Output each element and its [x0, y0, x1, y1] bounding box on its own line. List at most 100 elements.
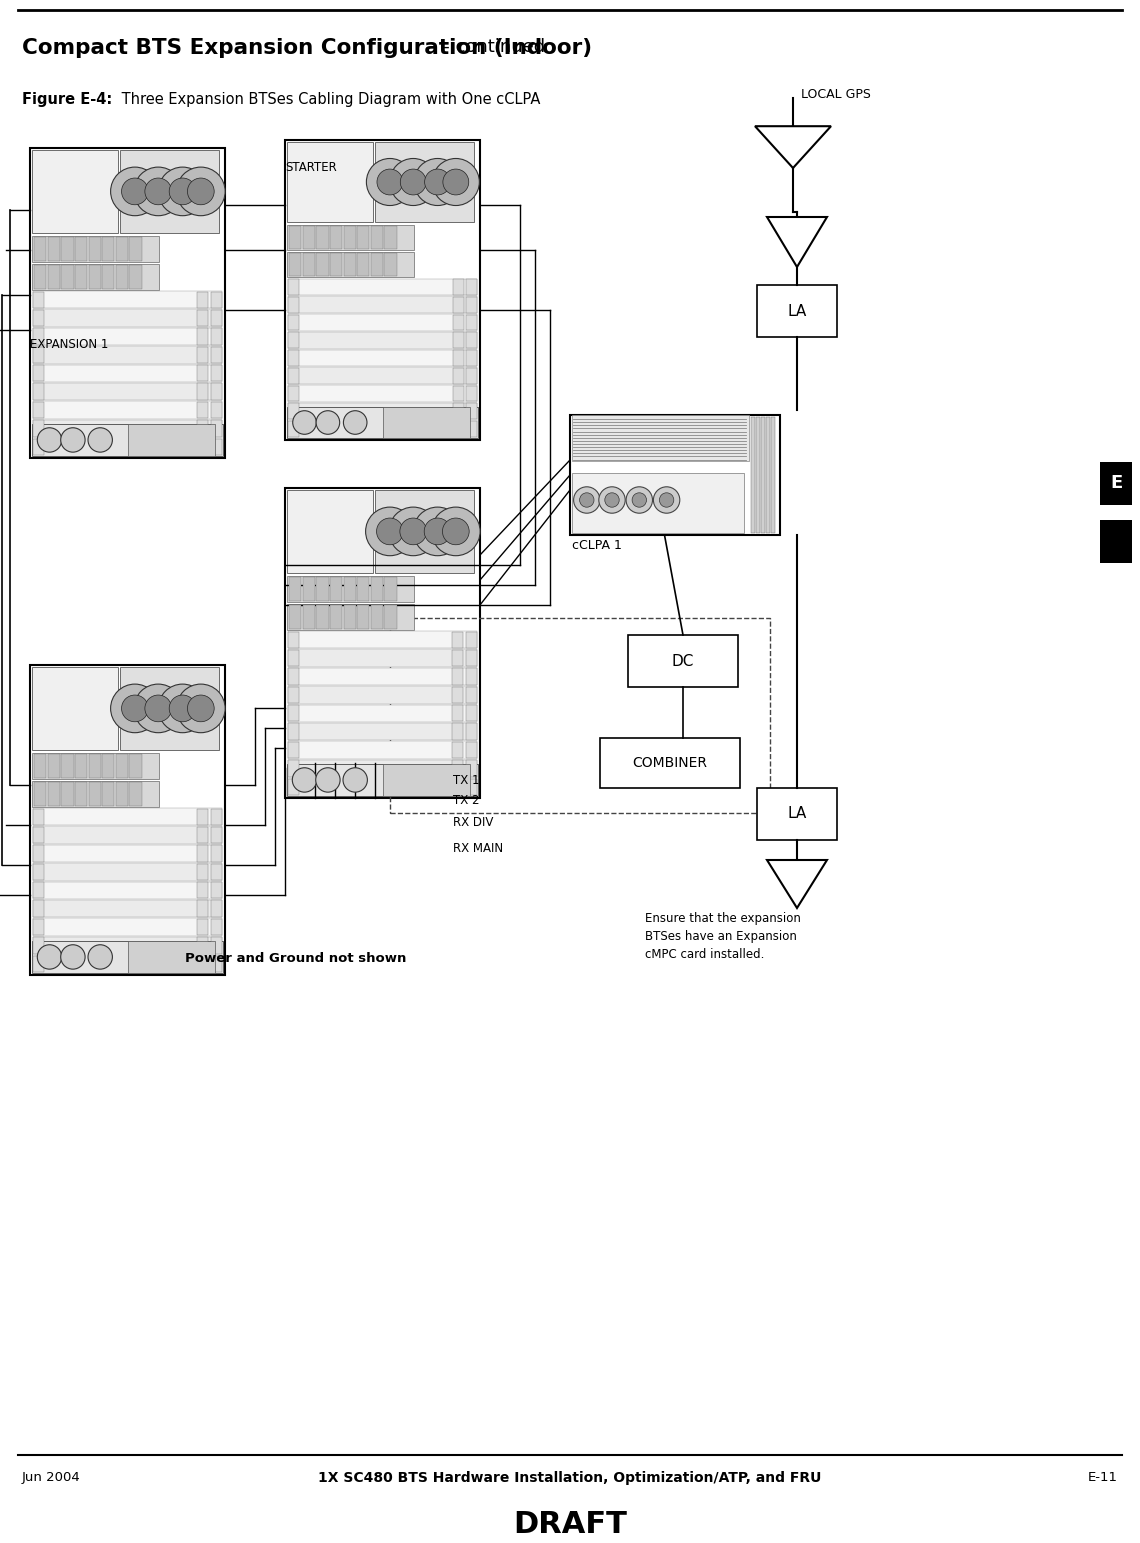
- Bar: [197, 384, 209, 400]
- Bar: [130, 782, 141, 805]
- Text: DC: DC: [671, 654, 694, 668]
- Bar: [288, 650, 299, 667]
- Bar: [288, 296, 477, 313]
- Bar: [103, 782, 114, 805]
- Bar: [287, 576, 414, 602]
- Bar: [466, 315, 477, 330]
- Bar: [375, 491, 474, 572]
- Bar: [211, 438, 222, 455]
- Bar: [453, 403, 464, 420]
- Text: Ensure that the expansion
BTSes have an Expansion
cMPC card installed.: Ensure that the expansion BTSes have an …: [645, 912, 801, 961]
- Bar: [453, 631, 463, 648]
- Bar: [288, 761, 299, 776]
- Bar: [32, 150, 117, 233]
- Bar: [390, 619, 770, 813]
- Circle shape: [60, 944, 86, 969]
- Bar: [453, 761, 463, 776]
- Bar: [288, 421, 299, 437]
- Bar: [32, 753, 158, 779]
- Text: E-11: E-11: [1088, 1470, 1118, 1484]
- Bar: [197, 438, 209, 455]
- Bar: [103, 755, 114, 778]
- Bar: [197, 401, 209, 418]
- Bar: [128, 941, 215, 974]
- Bar: [32, 781, 158, 807]
- Bar: [466, 687, 477, 704]
- Bar: [197, 420, 209, 437]
- Bar: [290, 605, 301, 628]
- Bar: [30, 148, 225, 458]
- Polygon shape: [755, 127, 831, 168]
- Circle shape: [414, 159, 461, 205]
- Bar: [34, 236, 47, 261]
- Text: LOCAL GPS: LOCAL GPS: [801, 88, 871, 100]
- Text: LA: LA: [788, 304, 807, 318]
- Bar: [453, 724, 463, 739]
- Bar: [329, 253, 342, 276]
- Bar: [453, 421, 464, 437]
- Bar: [760, 417, 765, 532]
- Bar: [33, 863, 222, 881]
- Bar: [288, 724, 477, 741]
- Bar: [287, 142, 373, 222]
- Bar: [288, 742, 299, 758]
- Circle shape: [122, 177, 148, 205]
- Bar: [33, 901, 44, 917]
- Bar: [62, 755, 74, 778]
- Bar: [287, 603, 414, 630]
- Bar: [453, 332, 464, 349]
- Circle shape: [145, 177, 172, 205]
- Bar: [1100, 520, 1132, 563]
- Bar: [288, 631, 299, 648]
- Bar: [197, 809, 209, 826]
- Bar: [48, 236, 60, 261]
- Text: RX DIV: RX DIV: [453, 816, 494, 830]
- Bar: [30, 665, 225, 975]
- Circle shape: [60, 427, 86, 452]
- Bar: [383, 407, 471, 438]
- Text: DRAFT: DRAFT: [513, 1511, 627, 1538]
- Bar: [211, 310, 222, 327]
- Text: COMBINER: COMBINER: [633, 756, 708, 770]
- Circle shape: [377, 170, 402, 194]
- Bar: [288, 367, 477, 384]
- Bar: [453, 367, 464, 384]
- Bar: [288, 386, 299, 401]
- Bar: [211, 864, 222, 880]
- Bar: [288, 705, 477, 722]
- Bar: [757, 285, 837, 336]
- Bar: [288, 403, 477, 420]
- Bar: [316, 605, 328, 628]
- Polygon shape: [767, 859, 826, 907]
- Bar: [128, 424, 215, 457]
- Bar: [466, 332, 477, 349]
- Circle shape: [366, 508, 414, 555]
- Bar: [288, 705, 299, 722]
- Bar: [288, 367, 299, 384]
- Circle shape: [573, 486, 600, 514]
- Bar: [197, 310, 209, 327]
- Bar: [33, 864, 44, 880]
- Circle shape: [122, 694, 148, 722]
- Text: TX 1: TX 1: [453, 773, 480, 787]
- Circle shape: [343, 410, 367, 434]
- Bar: [287, 225, 414, 250]
- Bar: [33, 809, 44, 826]
- Bar: [33, 347, 44, 363]
- Text: TX 2: TX 2: [453, 793, 480, 807]
- Bar: [288, 315, 477, 330]
- Bar: [211, 809, 222, 826]
- Bar: [33, 292, 44, 309]
- Bar: [197, 366, 209, 381]
- Polygon shape: [767, 218, 826, 267]
- Circle shape: [442, 170, 469, 194]
- Circle shape: [343, 768, 367, 792]
- Circle shape: [169, 177, 196, 205]
- Circle shape: [158, 167, 206, 216]
- Circle shape: [292, 768, 317, 792]
- Circle shape: [187, 177, 214, 205]
- Bar: [453, 650, 463, 667]
- Bar: [116, 755, 128, 778]
- Bar: [290, 577, 301, 600]
- Bar: [197, 329, 209, 344]
